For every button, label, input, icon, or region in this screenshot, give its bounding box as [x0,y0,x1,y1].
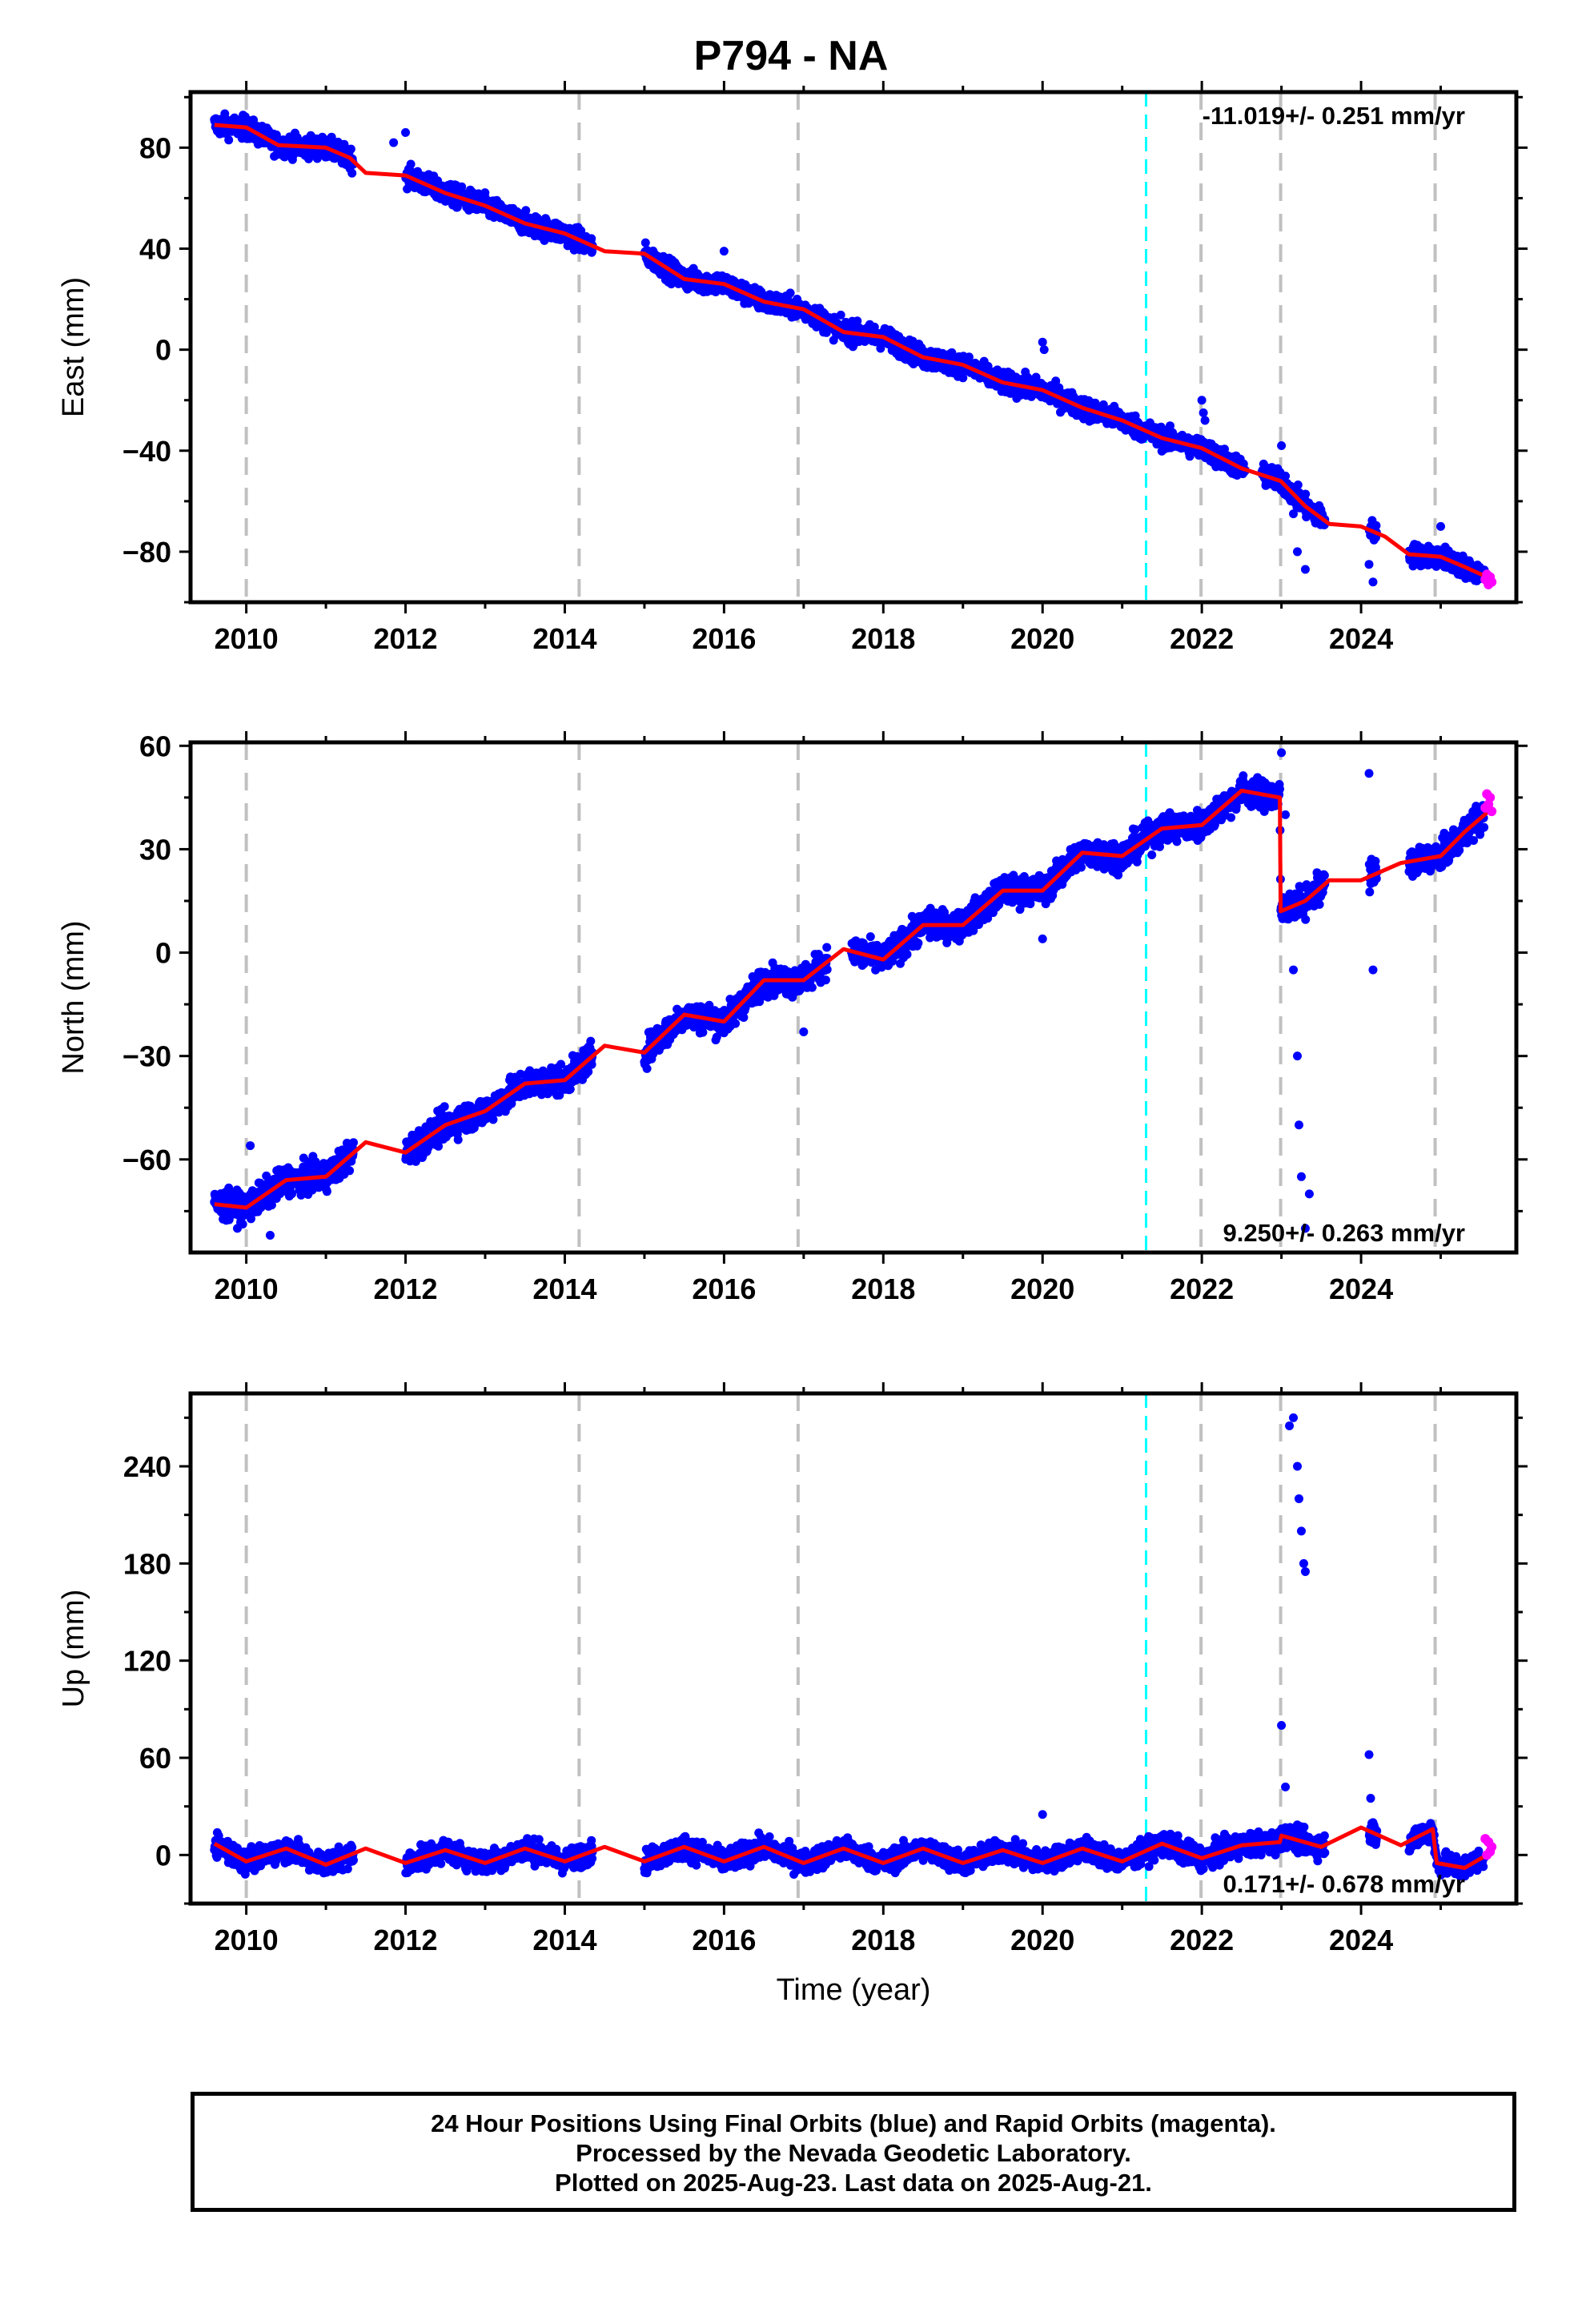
panel-plot-area [210,742,1497,1252]
final-orbit-point [587,1059,596,1069]
final-orbit-point [698,1027,708,1037]
final-orbit-point [1031,372,1041,382]
y-tick-label: −40 [122,435,171,468]
final-orbit-point [262,1171,271,1180]
final-orbit-point [347,168,357,178]
final-orbit-outlier-point [1281,471,1291,480]
final-orbit-outlier-point [719,247,729,256]
final-orbit-point [587,234,596,243]
final-orbit-point [821,328,831,337]
final-orbit-point [238,1220,247,1229]
final-orbit-outlier-point [1436,521,1446,531]
final-orbit-point [712,1032,721,1042]
y-tick-label: 0 [155,334,171,367]
final-orbit-point [822,943,832,952]
final-orbit-point [836,310,845,320]
final-orbit-outlier-point [389,138,399,147]
final-orbit-point [785,288,795,298]
final-orbit-outlier-point [1039,345,1049,355]
panel-frame [188,90,1519,605]
final-orbit-point [1293,480,1303,489]
final-orbit-point [555,1091,564,1100]
final-orbit-point [865,932,875,942]
final-orbit-point [586,1036,596,1046]
model-fit-curve [214,123,1494,581]
final-orbit-point [521,206,531,215]
y-tick-label: 80 [139,131,171,164]
final-orbit-point [349,1138,358,1148]
final-orbit-point [224,1183,234,1192]
final-orbit-point [964,352,974,362]
final-orbit-point [642,1063,652,1073]
final-orbit-point [983,914,993,923]
final-orbit-point [565,1084,575,1094]
final-orbit-outlier-point [1200,416,1210,425]
final-orbit-point [958,373,968,383]
velocity-rate-label: -11.019+/- 0.251 mm/yr [1203,102,1465,130]
final-orbit-point [440,1102,449,1112]
final-orbit-point [516,1069,525,1079]
final-orbit-point [822,965,832,975]
rapid-orbit-point [1487,577,1497,587]
final-orbit-point [224,135,234,145]
final-orbit-point [453,1135,463,1144]
final-orbit-outlier-point [1289,509,1299,519]
x-tick-label: 2016 [692,622,756,655]
final-orbit-outlier-point [1368,577,1378,587]
x-tick-label: 2012 [373,622,437,655]
final-orbit-point [821,975,830,985]
final-orbit-point [327,132,336,142]
final-orbit-outlier-point [1364,560,1374,569]
final-orbit-point [741,1003,750,1012]
final-orbit-point [1371,521,1381,530]
final-orbit-outlier-point [1292,547,1302,557]
final-orbit-point [314,1183,323,1192]
final-orbit-outlier-point [1199,408,1208,417]
final-orbit-point [739,1013,749,1022]
final-orbit-outlier-point [401,127,411,137]
final-orbit-point [731,1019,741,1028]
x-tick-label: 2022 [1170,622,1234,655]
final-orbit-point [406,159,416,169]
final-orbit-point [346,144,355,154]
x-tick-label: 2020 [1010,622,1074,655]
final-orbit-point [287,1189,296,1199]
final-orbit-point [1301,489,1311,499]
chart-title: P794 - NA [693,33,889,79]
x-tick-label: 2018 [851,622,915,655]
final-orbit-outlier-point [1300,565,1310,574]
final-orbit-point [296,1190,306,1200]
final-orbit-point [1166,421,1174,431]
final-orbit-point [322,1187,331,1196]
final-orbit-point [913,939,923,948]
final-orbit-point [556,1059,566,1069]
y-tick-label: 40 [139,233,171,266]
panel-north: 2010 2012 2014 2016 2018 2020 2022 2024−60−3003… [57,730,1528,1305]
panel-plot-area [210,92,1497,602]
final-orbit-outlier-point [1038,337,1047,347]
final-orbit-point [267,1200,276,1210]
final-orbit-outlier-point [1197,396,1207,405]
final-orbit-outlier-point [1277,440,1287,450]
y-tick-label: −80 [122,536,171,569]
final-orbit-point [247,1214,255,1224]
final-orbit-point [584,1067,593,1076]
final-orbit-point [547,1063,556,1072]
final-orbit-point [807,983,817,992]
x-tick-label: 2024 [1329,622,1393,655]
x-tick-label: 2010 [215,622,279,655]
x-tick-label: 2014 [532,622,596,655]
y-axis-label: East (mm) [57,277,90,417]
final-orbit-point [640,238,650,247]
final-orbit-point [902,950,912,959]
final-orbit-point [538,1066,548,1076]
final-orbit-point [411,1156,420,1166]
final-orbit-point [345,1166,355,1176]
panel-east: 2010 2012 2014 2016 2018 2020 2022 2024 −80 −40 0 4… [57,81,1528,655]
final-orbit-point [853,316,862,326]
final-orbit-point [488,1115,498,1124]
